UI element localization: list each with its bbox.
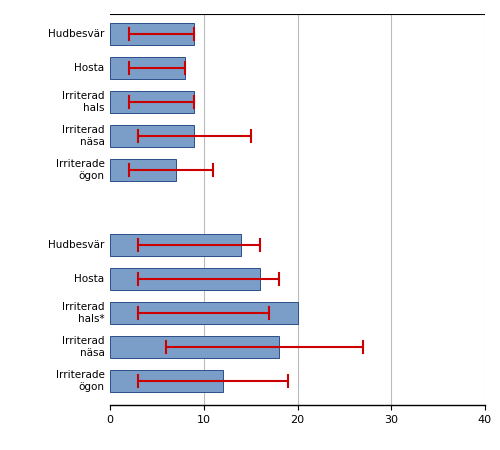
Bar [110,370,222,392]
Bar [110,159,176,181]
Bar [110,91,194,113]
Bar [110,234,241,256]
Bar [110,336,279,358]
Bar [110,23,194,45]
Bar [110,268,260,290]
Bar [110,302,298,324]
Bar [110,57,185,79]
Bar [110,125,194,147]
